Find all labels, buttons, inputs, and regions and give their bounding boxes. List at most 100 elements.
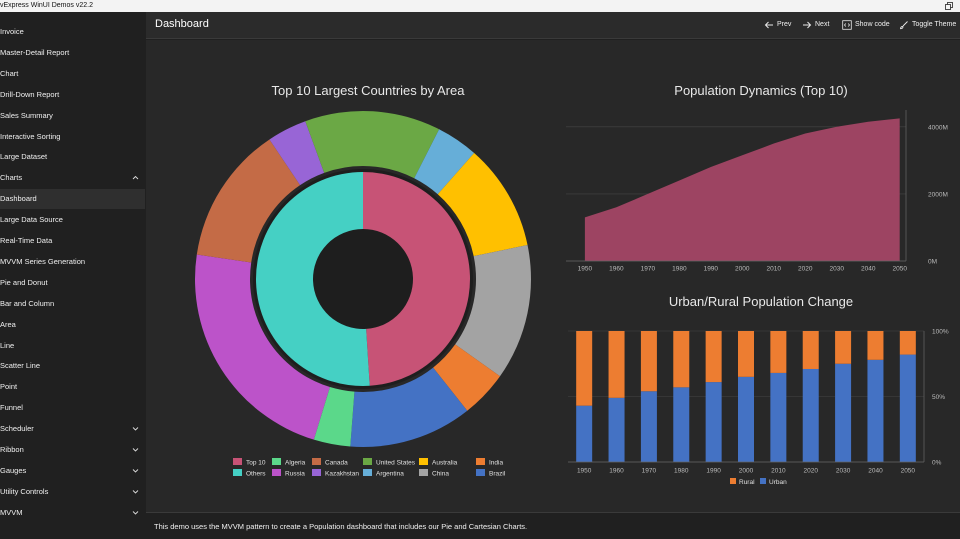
sidebar-item-gauges[interactable]: Gauges [0,461,145,481]
sidebar-item-bar-and-column[interactable]: Bar and Column [0,294,145,314]
bar-rural-1990[interactable] [705,331,722,383]
outer-slice-kazakhstan[interactable] [269,121,325,186]
bar-urban-2040[interactable] [867,359,884,462]
legend-label: Russia [285,471,305,478]
sidebar-item-dashboard[interactable]: Dashboard [0,189,145,210]
bar-urban-2020[interactable] [802,368,819,462]
sidebar-item-label: MVVM [0,507,23,517]
legend-swatch [760,478,766,484]
bar-urban-2000[interactable] [738,376,754,462]
legend-label: Argentina [376,471,404,478]
sidebar-item-label: Large Dataset [0,152,48,162]
inner-slice-others[interactable] [255,172,370,387]
sidebar-item-drill-down-report[interactable]: Drill-Down Report [0,85,145,105]
sidebar-item-label: Funnel [0,403,23,413]
area-series-population[interactable] [584,118,900,261]
sidebar-item-large-dataset[interactable]: Large Dataset [0,147,145,167]
brush-icon [900,21,908,30]
chevron-down-icon[interactable] [132,468,139,473]
bar-x-tick-label: 2020 [803,468,818,475]
bar-rural-2030[interactable] [835,331,852,364]
sidebar-item-master-detail-report[interactable]: Master-Detail Report [0,43,145,63]
sidebar-item-ribbon[interactable]: Ribbon [0,440,145,460]
sidebar-item-label: MVVM Series Generation [0,256,86,266]
bar-urban-2050[interactable] [899,354,916,462]
sidebar-item-invoice[interactable]: Invoice [0,22,145,42]
sidebar-item-mvvm-series-generation[interactable]: MVVM Series Generation [0,252,145,272]
sidebar-item-real-time-data[interactable]: Real-Time Data [0,231,145,251]
area-x-tick-label: 2050 [892,266,907,273]
chevron-down-icon[interactable] [132,489,139,494]
sidebar-item-label: Pie and Donut [0,277,48,287]
sidebar-item-label: Area [0,319,16,329]
legend-swatch [233,458,242,465]
bar-rural-1950[interactable] [576,331,593,406]
sidebar-item-label: Real-Time Data [0,236,53,245]
outer-slice-united-states[interactable] [305,111,440,179]
sidebar-item-pie-and-donut[interactable]: Pie and Donut [0,273,145,293]
bar-urban-2030[interactable] [835,363,852,462]
area-chart: Population Dynamics (Top 10) 1950 1960 197… [566,83,948,273]
sidebar-item-utility-controls[interactable]: Utility Controls [0,482,145,502]
bar-rural-2040[interactable] [867,331,884,360]
sidebar-item-label: Dashboard [0,194,37,204]
sidebar-item-label: Scheduler [0,424,34,434]
sidebar-item-charts[interactable]: Charts [0,168,145,188]
inner-slice-top-10[interactable] [363,172,470,386]
bar-rural-2010[interactable] [770,331,787,373]
sidebar-item-label: Ribbon [0,445,24,454]
bar-urban-1990[interactable] [705,382,722,462]
bar-urban-1970[interactable] [640,391,657,462]
chevron-down-icon[interactable] [132,447,139,452]
sidebar-item-mvvm[interactable]: MVVM [0,503,145,523]
legend-label: Top 10 [246,460,266,467]
sidebar-item-label: Line [0,340,15,350]
sidebar-item-large-data-source[interactable]: Large Data Source [0,210,145,230]
outer-slice-india[interactable] [433,344,501,411]
legend-label: Urban [769,479,787,486]
sidebar-item-label: Chart [0,68,19,78]
legend-swatch [476,469,485,476]
next-label: Next [815,21,830,28]
outer-slice-brazil[interactable] [350,367,468,447]
bar-urban-2010[interactable] [770,372,787,462]
sidebar-item-point[interactable]: Point [0,377,145,397]
outer-slice-algeria[interactable] [313,387,355,447]
outer-slice-australia[interactable] [437,153,528,257]
outer-slice-canada[interactable] [196,139,301,263]
sidebar-item-scatter-line[interactable]: Scatter Line [0,356,145,376]
legend-label: Others [246,471,266,478]
sidebar-item-sales-summary[interactable]: Sales Summary [0,106,145,126]
bar-urban-1950[interactable] [576,405,593,462]
chevron-down-icon[interactable] [132,426,139,431]
bar-y-tick-label: 0% [932,460,942,467]
chevron-up-icon[interactable] [132,175,139,180]
sidebar-item-scheduler[interactable]: Scheduler [0,419,145,439]
bar-x-tick-label: 2050 [901,468,916,475]
sidebar-item-line[interactable]: Line [0,336,145,356]
sidebar-item-label: Invoice [0,27,24,36]
bar-rural-1980[interactable] [673,331,690,388]
bar-urban-1960[interactable] [608,397,625,462]
bar-rural-1960[interactable] [608,331,625,398]
outer-slice-china[interactable] [455,245,531,377]
outer-slice-russia[interactable] [194,254,330,440]
bar-urban-1980[interactable] [673,387,690,462]
bar-rural-2020[interactable] [802,331,819,369]
area-axes: 1950 1960 1970 1980 1990 2000 2010 2020 2030 2040… [566,110,948,273]
bar-rural-2050[interactable] [899,331,916,355]
sidebar-item-area[interactable]: Area [0,315,145,335]
maximize-icon[interactable] [945,2,953,10]
legend-swatch [419,469,428,476]
area-x-tick-label: 1990 [704,266,719,273]
sidebar-item-chart[interactable]: Chart [0,64,145,84]
bar-rural-2000[interactable] [738,331,754,377]
chevron-down-icon[interactable] [132,510,139,515]
outer-slice-argentina[interactable] [414,129,475,195]
area-x-tick-label: 1960 [609,266,624,273]
sidebar-item-funnel[interactable]: Funnel [0,398,145,418]
donut-chart-title: Top 10 Largest Countries by Area [272,83,466,98]
bar-rural-1970[interactable] [640,331,657,392]
sidebar-item-interactive-sorting[interactable]: Interactive Sorting [0,127,145,147]
